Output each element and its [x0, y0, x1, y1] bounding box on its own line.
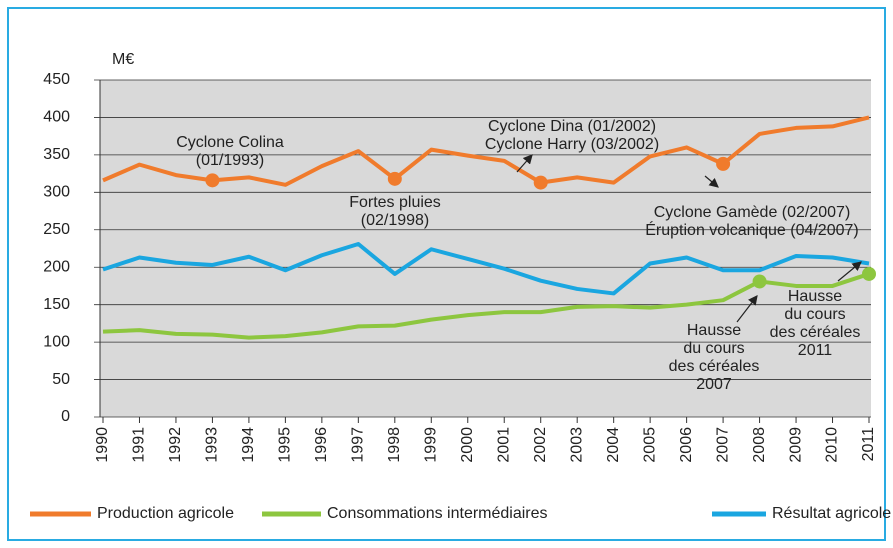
y-tick-label: 450 — [43, 71, 70, 88]
annotation-arrow — [516, 154, 533, 173]
y-tick-label: 300 — [43, 184, 70, 201]
x-tick-label: 1991 — [131, 427, 148, 463]
series-line — [102, 242, 870, 296]
frame — [7, 7, 886, 541]
x-tick-label: 2001 — [495, 427, 512, 463]
annotation-arrow — [837, 261, 862, 282]
event-dot — [862, 266, 876, 281]
x-tick-label: 1994 — [240, 427, 257, 463]
x-tick-label: 2008 — [751, 427, 768, 463]
event-dot — [387, 171, 402, 186]
annotation-arrow — [704, 175, 719, 188]
series-line — [102, 115, 870, 187]
annotation: 2007 — [696, 376, 732, 393]
annotation-arrow — [736, 295, 758, 323]
annotation: du cours — [784, 306, 845, 323]
x-tick-label: 2009 — [787, 427, 804, 463]
event-dot — [533, 175, 548, 190]
x-tick-label: 2004 — [605, 427, 622, 463]
annotation: 2011 — [798, 342, 833, 359]
y-tick-label: 150 — [43, 296, 70, 313]
x-tick-label: 2006 — [678, 427, 695, 463]
annotation: des céréales — [770, 324, 861, 341]
x-tick-label: 1992 — [167, 427, 184, 463]
x-tick-label: 1995 — [277, 427, 294, 463]
annotation: (01/1993) — [196, 152, 265, 169]
legend-label: Consommations intermédiaires — [327, 505, 548, 522]
annotation: du cours — [683, 340, 744, 357]
x-tick-label: 2002 — [532, 427, 549, 463]
y-tick-label: 100 — [43, 333, 70, 350]
x-tick-label: 1993 — [204, 427, 221, 463]
annotation: Cyclone Harry (03/2002) — [485, 136, 659, 153]
y-tick-label: 50 — [52, 371, 70, 388]
x-tick-label: 2005 — [641, 427, 658, 463]
x-tick-label: 2010 — [824, 427, 841, 463]
annotation: des céréales — [669, 358, 760, 375]
x-tick-label: 2007 — [714, 427, 731, 463]
annotation: Hausse — [687, 322, 741, 339]
annotation: Fortes pluies — [349, 194, 441, 211]
y-axis-label: M€ — [112, 51, 134, 68]
annotation: (02/1998) — [361, 212, 430, 229]
x-tick-label: 2011 — [860, 427, 877, 462]
x-tick-label: 1999 — [423, 427, 440, 463]
x-tick-label: 1996 — [313, 427, 330, 463]
annotation: Cyclone Dina (01/2002) — [488, 118, 656, 135]
plot-area — [100, 80, 871, 417]
y-tick-label: 0 — [61, 408, 70, 425]
annotation: Éruption volcanique (04/2007) — [645, 220, 858, 239]
y-tick-label: 400 — [43, 109, 70, 126]
legend-label: Production agricole — [97, 505, 234, 522]
x-tick-label: 2000 — [459, 427, 476, 463]
series-line — [102, 272, 870, 340]
annotation: Cyclone Colina — [176, 134, 284, 151]
y-tick-label: 200 — [43, 258, 70, 275]
y-tick-label: 350 — [43, 146, 70, 163]
event-dot — [752, 274, 767, 289]
y-tick-label: 250 — [43, 221, 70, 238]
annotation: Hausse — [788, 288, 842, 305]
x-tick-label: 1998 — [386, 427, 403, 463]
legend-label: Résultat agricole — [772, 505, 891, 522]
annotation: Cyclone Gamède (02/2007) — [654, 204, 851, 221]
x-tick-label: 1990 — [94, 427, 111, 463]
event-dot — [205, 173, 220, 188]
x-tick-label: 2003 — [568, 427, 585, 463]
event-dot — [716, 156, 731, 171]
x-tick-label: 1997 — [350, 427, 367, 463]
